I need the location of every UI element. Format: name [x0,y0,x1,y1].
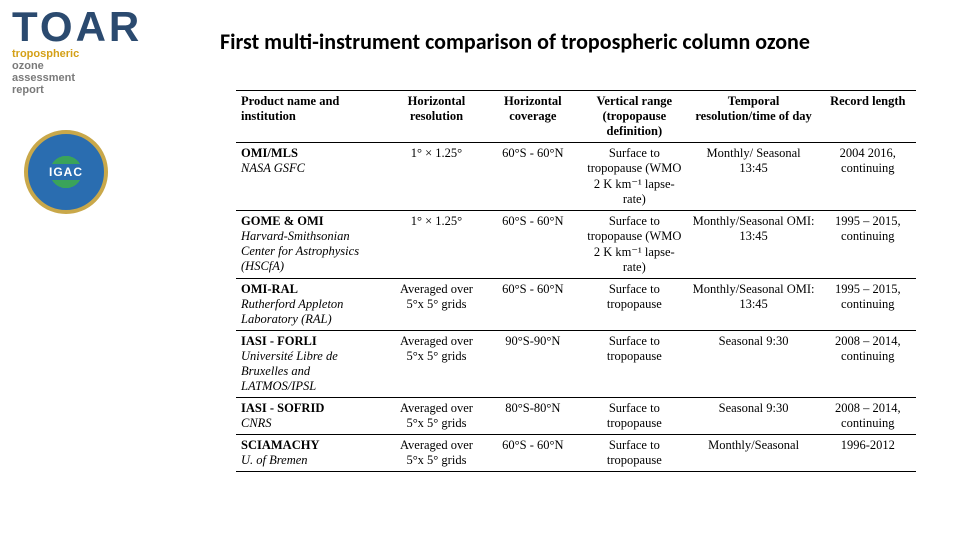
table-row: OMI/MLS NASA GSFC 1° × 1.25° 60°S - 60°N… [236,143,916,211]
comparison-table: Product name and institution Horizontal … [236,90,916,472]
product-name: IASI - SOFRID [241,401,383,416]
cell-hcov: 60°S - 60°N [485,279,581,331]
product-institution: Rutherford Appleton Laboratory (RAL) [241,297,383,327]
cell-temp: Monthly/ Seasonal 13:45 [688,143,820,211]
cell-rec: 2008 – 2014, continuing [820,398,916,435]
cell-vert: Surface to tropopause [581,398,688,435]
toar-sub-line: report [12,84,192,96]
table-body: OMI/MLS NASA GSFC 1° × 1.25° 60°S - 60°N… [236,143,916,472]
product-institution: U. of Bremen [241,453,383,468]
col-header-hcov: Horizontal coverage [485,91,581,143]
cell-rec: 2004 2016, continuing [820,143,916,211]
product-institution: CNRS [241,416,383,431]
cell-product: GOME & OMI Harvard-Smithsonian Center fo… [236,211,388,279]
cell-vert: Surface to tropopause (WMO 2 K km⁻¹ laps… [581,143,688,211]
product-name: GOME & OMI [241,214,383,229]
cell-rec: 2008 – 2014, continuing [820,331,916,398]
comparison-table-wrap: Product name and institution Horizontal … [236,90,916,472]
product-name: SCIAMACHY [241,438,383,453]
product-name: IASI - FORLI [241,334,383,349]
col-header-rec: Record length [820,91,916,143]
page-title: First multi-instrument comparison of tro… [220,28,810,55]
cell-hres: 1° × 1.25° [388,211,484,279]
cell-hres: Averaged over 5°x 5° grids [388,398,484,435]
igac-label: IGAC [45,164,87,180]
cell-product: OMI-RAL Rutherford Appleton Laboratory (… [236,279,388,331]
toar-sub-line: assessment [12,72,192,84]
cell-vert: Surface to tropopause (WMO 2 K km⁻¹ laps… [581,211,688,279]
table-row: IASI - FORLI Université Libre de Bruxell… [236,331,916,398]
table-row: OMI-RAL Rutherford Appleton Laboratory (… [236,279,916,331]
product-institution: NASA GSFC [241,161,383,176]
product-institution: Université Libre de Bruxelles and LATMOS… [241,349,383,394]
cell-hcov: 60°S - 60°N [485,143,581,211]
cell-temp: Seasonal 9:30 [688,331,820,398]
cell-product: SCIAMACHY U. of Bremen [236,435,388,472]
toar-logo-block: TOAR tropospheric ozone assessment repor… [12,8,192,96]
toar-logo-subtitle: tropospheric ozone assessment report [12,48,192,96]
cell-vert: Surface to tropopause [581,331,688,398]
cell-rec: 1995 – 2015, continuing [820,279,916,331]
product-name: OMI/MLS [241,146,383,161]
toar-logo-text: TOAR [12,8,192,46]
cell-hres: Averaged over 5°x 5° grids [388,331,484,398]
cell-temp: Monthly/Seasonal OMI: 13:45 [688,279,820,331]
igac-badge: IGAC [24,130,108,214]
cell-temp: Monthly/Seasonal OMI: 13:45 [688,211,820,279]
col-header-vert: Vertical range (tropopause definition) [581,91,688,143]
cell-temp: Seasonal 9:30 [688,398,820,435]
cell-vert: Surface to tropopause [581,435,688,472]
cell-hcov: 60°S - 60°N [485,435,581,472]
cell-product: IASI - FORLI Université Libre de Bruxell… [236,331,388,398]
col-header-hres: Horizontal resolution [388,91,484,143]
cell-temp: Monthly/Seasonal [688,435,820,472]
table-header-row: Product name and institution Horizontal … [236,91,916,143]
product-name: OMI-RAL [241,282,383,297]
igac-circle-icon: IGAC [24,130,108,214]
cell-rec: 1996-2012 [820,435,916,472]
cell-hres: 1° × 1.25° [388,143,484,211]
cell-hres: Averaged over 5°x 5° grids [388,279,484,331]
cell-vert: Surface to tropopause [581,279,688,331]
product-institution: Harvard-Smithsonian Center for Astrophys… [241,229,383,274]
cell-product: IASI - SOFRID CNRS [236,398,388,435]
cell-hcov: 80°S-80°N [485,398,581,435]
cell-product: OMI/MLS NASA GSFC [236,143,388,211]
cell-hcov: 60°S - 60°N [485,211,581,279]
toar-sub-line: ozone [12,60,192,72]
cell-rec: 1995 – 2015, continuing [820,211,916,279]
col-header-product: Product name and institution [236,91,388,143]
cell-hcov: 90°S-90°N [485,331,581,398]
col-header-temp: Temporal resolution/time of day [688,91,820,143]
table-row: IASI - SOFRID CNRS Averaged over 5°x 5° … [236,398,916,435]
cell-hres: Averaged over 5°x 5° grids [388,435,484,472]
table-row: SCIAMACHY U. of Bremen Averaged over 5°x… [236,435,916,472]
table-row: GOME & OMI Harvard-Smithsonian Center fo… [236,211,916,279]
